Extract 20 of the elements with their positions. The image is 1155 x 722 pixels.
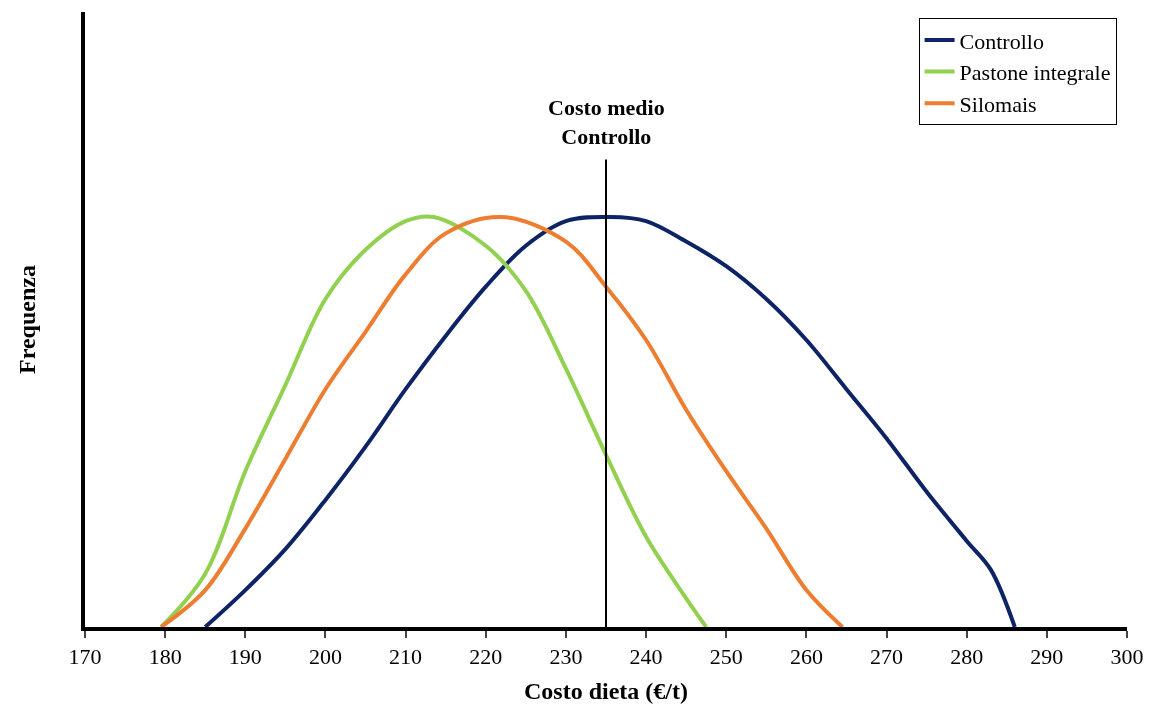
x-tick-label: 190	[228, 644, 262, 670]
x-tick-label: 270	[870, 644, 904, 670]
y-axis-title: Frequenza	[13, 265, 40, 374]
x-tick-label: 240	[629, 644, 663, 670]
legend-label: Controllo	[959, 28, 1044, 54]
x-tick-label: 250	[709, 644, 743, 670]
x-tick-label: 220	[469, 644, 503, 670]
x-tick-label: 180	[148, 644, 182, 670]
x-tick-label: 230	[549, 644, 583, 670]
x-axis-title: Costo dieta (€/t)	[524, 678, 688, 705]
x-tick-label: 210	[389, 644, 423, 670]
x-tick-label: 290	[1030, 644, 1064, 670]
x-tick-label: 280	[950, 644, 984, 670]
x-tick-label: 170	[68, 644, 102, 670]
x-tick-label: 260	[789, 644, 823, 670]
ref-line-label: Costo medio Controllo	[548, 95, 665, 149]
legend-label: Silomais	[959, 91, 1037, 117]
legend-label: Pastone integrale	[959, 60, 1111, 86]
x-tick-label: 200	[308, 644, 342, 670]
x-tick-label: 300	[1110, 644, 1144, 670]
